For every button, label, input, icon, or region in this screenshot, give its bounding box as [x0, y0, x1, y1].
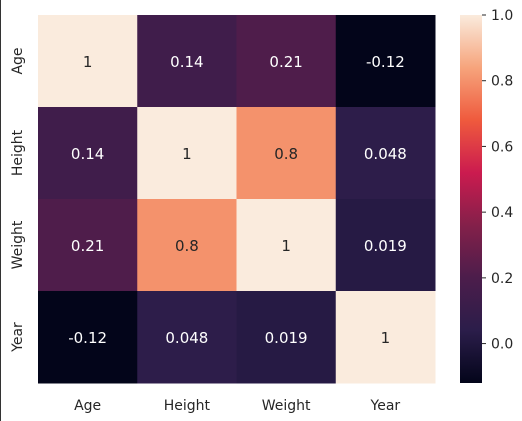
heatmap-cell-age-age — [38, 15, 138, 108]
cell-annotation: 1 — [182, 145, 192, 163]
cell-annotation: 1 — [281, 237, 291, 255]
heatmap-cell-year-age — [38, 291, 138, 384]
x-tick-label: Year — [370, 398, 401, 414]
colorbar-tick-label: 0.8 — [491, 74, 513, 90]
heatmap-cell-weight-year — [335, 199, 436, 292]
heatmap-cell-height-height — [137, 107, 237, 200]
cell-annotation: 0.21 — [71, 237, 104, 255]
y-tick-label: Weight — [10, 220, 26, 269]
cell-annotation: -0.12 — [68, 329, 107, 347]
colorbar-gradient — [460, 15, 482, 383]
y-axis-ticks: Age Height Weight Year — [10, 47, 26, 352]
y-tick-label: Height — [10, 129, 26, 176]
heatmap-cell-year-weight — [236, 291, 337, 384]
cell-annotation: 0.019 — [364, 237, 407, 255]
x-axis-ticks: Age Height Weight Year — [74, 398, 400, 414]
y-tick-label: Age — [10, 47, 26, 74]
heatmap-cell-height-age — [38, 107, 138, 200]
colorbar: 0.0 0.2 0.4 0.6 0.8 1.0 — [460, 8, 513, 383]
cell-annotation: 0.048 — [364, 145, 407, 163]
cell-annotation: 0.14 — [170, 53, 203, 71]
cell-annotation: 0.048 — [165, 329, 208, 347]
cell-annotation: -0.12 — [366, 53, 405, 71]
cell-annotation: 1 — [83, 53, 93, 71]
cell-annotation: 0.8 — [175, 237, 199, 255]
heatmap-cells — [38, 15, 436, 384]
heatmap-cell-weight-weight — [236, 199, 337, 292]
colorbar-tick-label: 0.0 — [491, 337, 513, 353]
x-tick-label: Age — [74, 398, 101, 414]
cell-annotation: 0.019 — [265, 329, 308, 347]
heatmap-cell-height-year — [335, 107, 436, 200]
colorbar-tick-label: 0.2 — [491, 271, 513, 287]
heatmap-cell-weight-age — [38, 199, 138, 292]
y-tick-label: Year — [10, 322, 26, 353]
x-tick-label: Height — [164, 398, 211, 414]
heatmap-cell-year-height — [137, 291, 237, 384]
heatmap-cell-age-weight — [236, 15, 337, 108]
heatmap-annotations: 1 0.14 0.21 -0.12 0.14 1 0.8 0.048 0.21 0.8 1 0.019… — [68, 53, 407, 347]
colorbar-tick-label: 0.6 — [491, 139, 513, 155]
cell-annotation: 0.21 — [269, 53, 302, 71]
heatmap-cell-weight-height — [137, 199, 237, 292]
cell-annotation: 0.14 — [71, 145, 104, 163]
heatmap-cell-age-year — [335, 15, 436, 108]
heatmap-cell-year-year — [335, 291, 436, 384]
heatmap-cell-age-height — [137, 15, 237, 108]
cell-annotation: 1 — [381, 329, 391, 347]
colorbar-tick-label: 0.4 — [491, 205, 513, 221]
cell-annotation: 0.8 — [274, 145, 298, 163]
colorbar-tick-label: 1.0 — [491, 8, 513, 24]
heatmap-cell-height-weight — [236, 107, 337, 200]
left-border-line — [0, 0, 1, 421]
x-tick-label: Weight — [262, 398, 311, 414]
